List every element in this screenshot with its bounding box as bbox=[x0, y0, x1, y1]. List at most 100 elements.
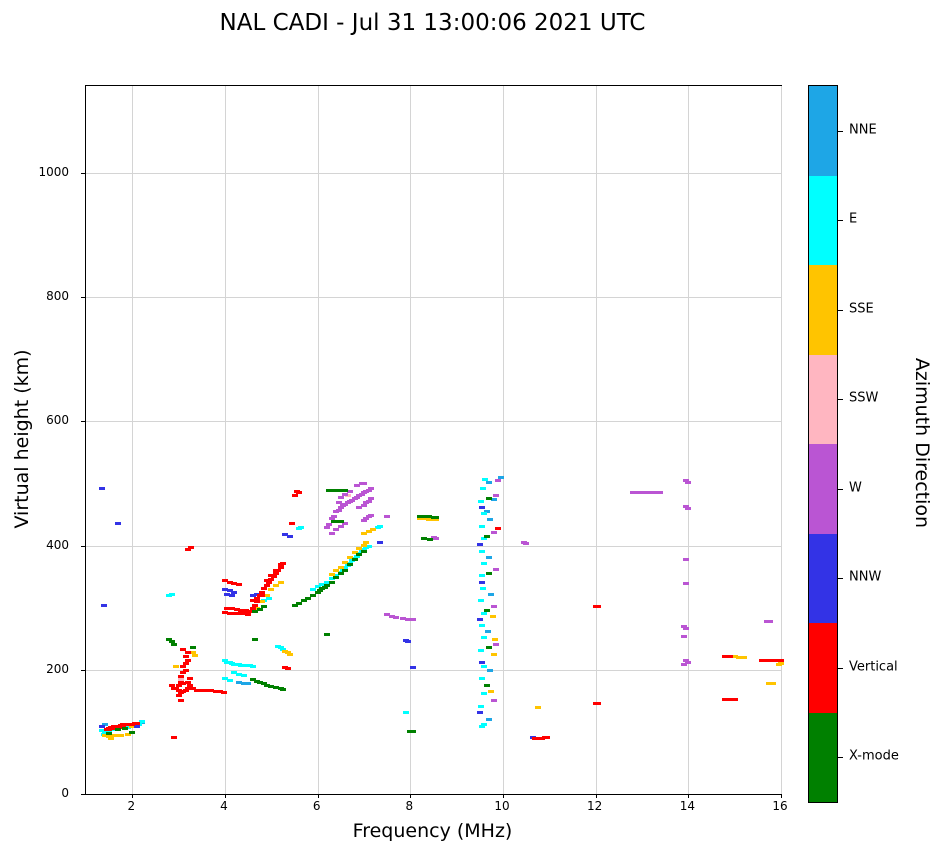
data-point-x-mode bbox=[421, 537, 428, 541]
colorbar-entry-label: SSW bbox=[849, 390, 879, 406]
y-tick-labels: 0 200 400 600 800 1000 bbox=[0, 85, 77, 800]
data-point-x-mode bbox=[330, 488, 337, 492]
data-point-e bbox=[480, 586, 487, 590]
data-point-vertical bbox=[175, 688, 182, 692]
y-tick-label: 1000 bbox=[38, 164, 69, 179]
gridline-x bbox=[688, 86, 690, 794]
data-point-vertical bbox=[291, 493, 298, 497]
data-point-x-mode bbox=[483, 683, 490, 687]
data-point-e bbox=[319, 583, 326, 587]
data-point-vertical bbox=[175, 683, 182, 687]
y-tick-label: 0 bbox=[61, 786, 69, 800]
colorbar-segment-w bbox=[809, 444, 837, 534]
data-point-x-mode bbox=[486, 571, 493, 575]
data-point-sse bbox=[766, 682, 773, 686]
data-point-w bbox=[490, 605, 497, 609]
data-point-w bbox=[405, 617, 412, 621]
data-point-nnw bbox=[228, 594, 235, 598]
data-point-sse bbox=[173, 665, 180, 669]
data-point-sse bbox=[361, 543, 367, 547]
data-point-e bbox=[479, 624, 486, 628]
data-point-vertical bbox=[212, 689, 219, 693]
data-point-sse bbox=[778, 661, 784, 665]
data-point-sse bbox=[347, 556, 354, 560]
x-tick-label: 2 bbox=[127, 799, 136, 813]
data-point-w bbox=[683, 626, 690, 630]
data-point-x-mode bbox=[291, 603, 298, 607]
data-point-vertical bbox=[182, 661, 189, 665]
data-point-w bbox=[354, 484, 361, 488]
data-point-vertical bbox=[187, 546, 194, 550]
data-point-e bbox=[482, 477, 489, 481]
data-point-w bbox=[388, 614, 395, 618]
data-point-vertical bbox=[544, 736, 551, 740]
colorbar-entry-label: E bbox=[849, 211, 858, 227]
data-point-vertical bbox=[268, 574, 275, 578]
data-point-sse bbox=[416, 517, 423, 521]
data-point-x-mode bbox=[305, 596, 312, 600]
data-point-vertical bbox=[187, 684, 194, 688]
data-point-w bbox=[337, 506, 344, 510]
data-point-x-mode bbox=[486, 646, 493, 650]
x-tick-mark bbox=[225, 794, 226, 798]
data-point-sse bbox=[286, 652, 293, 656]
data-point-vertical bbox=[731, 697, 738, 701]
data-point-x-mode bbox=[483, 609, 490, 613]
data-point-x-mode bbox=[486, 497, 493, 501]
data-point-sse bbox=[337, 565, 344, 569]
gridline-x bbox=[132, 86, 134, 794]
data-point-nnw bbox=[479, 580, 486, 584]
colorbar-tick bbox=[838, 757, 843, 759]
data-point-e bbox=[168, 593, 175, 597]
data-point-w bbox=[384, 612, 391, 616]
x-tick-label: 12 bbox=[587, 799, 603, 813]
data-point-w bbox=[493, 493, 500, 497]
colorbar-tick bbox=[838, 578, 843, 580]
data-point-w bbox=[493, 568, 500, 572]
data-point-vertical bbox=[220, 690, 227, 694]
data-point-w bbox=[432, 537, 439, 541]
data-point-e bbox=[314, 584, 321, 588]
data-point-vertical bbox=[254, 600, 261, 604]
data-point-vertical bbox=[187, 677, 194, 681]
data-point-x-mode bbox=[268, 684, 275, 688]
data-point-sse bbox=[189, 651, 196, 655]
data-point-sse bbox=[129, 724, 136, 728]
data-point-w bbox=[328, 517, 335, 521]
data-point-sse bbox=[488, 689, 495, 693]
data-point-e bbox=[310, 588, 317, 592]
data-point-w bbox=[685, 661, 692, 665]
data-point-x-mode bbox=[166, 637, 173, 641]
data-point-sse bbox=[489, 615, 496, 619]
data-point-vertical bbox=[259, 590, 266, 594]
data-point-x-mode bbox=[168, 640, 175, 644]
data-point-nne bbox=[240, 681, 247, 685]
x-tick-label: 14 bbox=[679, 799, 695, 813]
data-point-w bbox=[400, 617, 407, 621]
data-point-vertical bbox=[235, 612, 242, 616]
x-tick-label: 6 bbox=[312, 799, 321, 813]
x-tick-labels: 2 4 6 8 10 12 14 16 bbox=[85, 796, 788, 814]
data-point-nnw bbox=[224, 593, 231, 597]
data-point-sse bbox=[432, 517, 439, 521]
data-point-e bbox=[342, 566, 349, 570]
data-point-w bbox=[766, 620, 773, 624]
colorbar-segment-ssw bbox=[809, 354, 837, 444]
data-point-w bbox=[629, 490, 636, 494]
data-point-w bbox=[490, 530, 497, 534]
data-point-x-mode bbox=[351, 557, 358, 561]
data-point-vertical bbox=[289, 521, 296, 525]
data-point-sse bbox=[124, 733, 131, 737]
data-point-vertical bbox=[272, 571, 279, 575]
data-point-w bbox=[335, 501, 342, 505]
data-point-vertical bbox=[261, 587, 268, 591]
data-point-nnw bbox=[133, 724, 140, 728]
data-point-w bbox=[342, 522, 349, 526]
gridline-x bbox=[595, 86, 597, 794]
data-point-w bbox=[337, 496, 344, 500]
data-point-x-mode bbox=[356, 553, 363, 557]
data-point-sse bbox=[268, 588, 275, 592]
data-point-sse bbox=[333, 568, 340, 572]
data-point-vertical bbox=[233, 607, 240, 611]
x-tick-label: 10 bbox=[494, 799, 510, 813]
